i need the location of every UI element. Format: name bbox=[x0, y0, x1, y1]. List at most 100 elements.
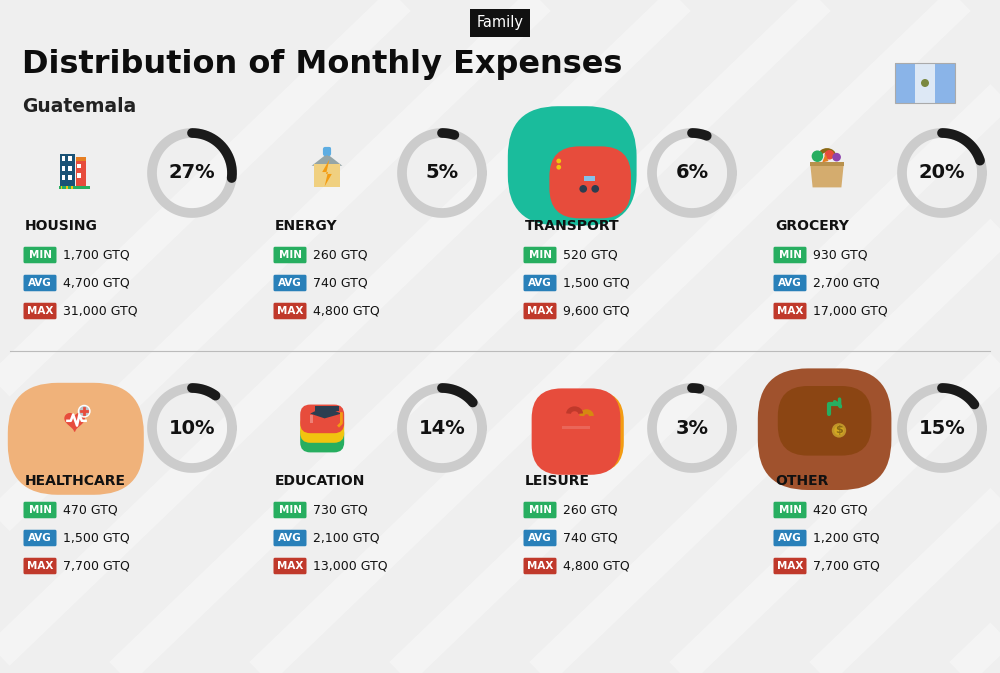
FancyBboxPatch shape bbox=[24, 502, 56, 518]
FancyBboxPatch shape bbox=[300, 414, 344, 443]
Text: 4,800 GTQ: 4,800 GTQ bbox=[563, 559, 630, 573]
FancyBboxPatch shape bbox=[778, 386, 871, 456]
Text: MIN: MIN bbox=[528, 505, 552, 515]
FancyBboxPatch shape bbox=[24, 275, 56, 291]
Circle shape bbox=[834, 425, 844, 435]
Circle shape bbox=[812, 151, 823, 162]
FancyBboxPatch shape bbox=[24, 247, 56, 263]
FancyBboxPatch shape bbox=[274, 558, 306, 574]
Text: 1,500 GTQ: 1,500 GTQ bbox=[563, 277, 630, 289]
Bar bbox=[68, 156, 72, 161]
Text: OTHER: OTHER bbox=[775, 474, 828, 488]
Polygon shape bbox=[822, 154, 828, 162]
FancyBboxPatch shape bbox=[774, 530, 806, 546]
Text: 260 GTQ: 260 GTQ bbox=[563, 503, 618, 516]
Text: 2,100 GTQ: 2,100 GTQ bbox=[313, 532, 380, 544]
FancyBboxPatch shape bbox=[24, 558, 56, 574]
FancyBboxPatch shape bbox=[774, 502, 806, 518]
Text: 17,000 GTQ: 17,000 GTQ bbox=[813, 304, 888, 318]
Text: 930 GTQ: 930 GTQ bbox=[813, 248, 868, 262]
Text: 7,700 GTQ: 7,700 GTQ bbox=[63, 559, 130, 573]
Polygon shape bbox=[310, 406, 341, 419]
Text: MIN: MIN bbox=[778, 250, 802, 260]
Text: Distribution of Monthly Expenses: Distribution of Monthly Expenses bbox=[22, 50, 622, 81]
Circle shape bbox=[577, 172, 587, 182]
Text: MAX: MAX bbox=[527, 561, 553, 571]
FancyBboxPatch shape bbox=[8, 383, 144, 495]
Text: MAX: MAX bbox=[777, 306, 803, 316]
Text: 20%: 20% bbox=[919, 164, 965, 182]
FancyBboxPatch shape bbox=[274, 247, 306, 263]
Text: 15%: 15% bbox=[919, 419, 965, 437]
Bar bbox=[310, 415, 313, 423]
FancyBboxPatch shape bbox=[524, 558, 556, 574]
Text: 470 GTQ: 470 GTQ bbox=[63, 503, 118, 516]
FancyBboxPatch shape bbox=[774, 558, 806, 574]
Text: AVG: AVG bbox=[528, 278, 552, 288]
Bar bbox=[66, 186, 68, 189]
FancyBboxPatch shape bbox=[524, 502, 556, 518]
Text: 730 GTQ: 730 GTQ bbox=[313, 503, 368, 516]
Circle shape bbox=[560, 172, 570, 182]
Circle shape bbox=[825, 150, 834, 160]
Text: Family: Family bbox=[477, 15, 524, 30]
Bar bbox=[71, 186, 73, 189]
Bar bbox=[77, 174, 81, 178]
Text: 740 GTQ: 740 GTQ bbox=[563, 532, 618, 544]
Text: MIN: MIN bbox=[528, 250, 552, 260]
FancyBboxPatch shape bbox=[300, 424, 344, 452]
Text: AVG: AVG bbox=[278, 278, 302, 288]
Text: TRANSPORT: TRANSPORT bbox=[525, 219, 620, 233]
Text: Guatemala: Guatemala bbox=[22, 96, 136, 116]
Text: GROCERY: GROCERY bbox=[775, 219, 849, 233]
Bar bbox=[310, 434, 313, 442]
Text: AVG: AVG bbox=[778, 533, 802, 543]
Text: 6%: 6% bbox=[675, 164, 709, 182]
Text: 9,600 GTQ: 9,600 GTQ bbox=[563, 304, 630, 318]
Text: 31,000 GTQ: 31,000 GTQ bbox=[63, 304, 138, 318]
FancyBboxPatch shape bbox=[524, 530, 556, 546]
Bar bbox=[62, 156, 65, 161]
Text: 260 GTQ: 260 GTQ bbox=[313, 248, 368, 262]
Bar bbox=[68, 176, 72, 180]
Text: HOUSING: HOUSING bbox=[25, 219, 98, 233]
Text: AVG: AVG bbox=[28, 533, 52, 543]
Text: 1,200 GTQ: 1,200 GTQ bbox=[813, 532, 880, 544]
Bar bbox=[77, 164, 81, 168]
Circle shape bbox=[556, 159, 561, 164]
Text: 27%: 27% bbox=[169, 164, 215, 182]
Text: MIN: MIN bbox=[28, 250, 52, 260]
Text: MIN: MIN bbox=[278, 505, 302, 515]
FancyBboxPatch shape bbox=[774, 247, 806, 263]
Text: 14%: 14% bbox=[419, 419, 465, 437]
Text: 13,000 GTQ: 13,000 GTQ bbox=[313, 559, 388, 573]
Bar bbox=[578, 160, 584, 167]
Text: MIN: MIN bbox=[278, 250, 302, 260]
Bar bbox=[76, 161, 86, 187]
Text: 520 GTQ: 520 GTQ bbox=[563, 248, 618, 262]
Text: MAX: MAX bbox=[277, 306, 303, 316]
Text: $: $ bbox=[835, 425, 843, 435]
Bar bbox=[62, 176, 65, 180]
Text: 2,700 GTQ: 2,700 GTQ bbox=[813, 277, 880, 289]
FancyBboxPatch shape bbox=[274, 275, 306, 291]
FancyBboxPatch shape bbox=[24, 530, 56, 546]
Text: 4,800 GTQ: 4,800 GTQ bbox=[313, 304, 380, 318]
Bar bbox=[60, 154, 75, 187]
Text: 740 GTQ: 740 GTQ bbox=[313, 277, 368, 289]
FancyBboxPatch shape bbox=[935, 63, 955, 103]
FancyBboxPatch shape bbox=[274, 303, 306, 319]
FancyBboxPatch shape bbox=[915, 63, 935, 103]
Circle shape bbox=[556, 165, 561, 170]
Text: MIN: MIN bbox=[28, 505, 52, 515]
Text: 4,700 GTQ: 4,700 GTQ bbox=[63, 277, 130, 289]
Bar bbox=[61, 186, 62, 189]
Text: 3%: 3% bbox=[676, 419, 708, 437]
Text: 5%: 5% bbox=[425, 164, 459, 182]
Circle shape bbox=[579, 185, 587, 192]
FancyBboxPatch shape bbox=[274, 502, 306, 518]
Text: MAX: MAX bbox=[277, 561, 303, 571]
Bar bbox=[314, 164, 340, 187]
Polygon shape bbox=[322, 160, 332, 186]
FancyBboxPatch shape bbox=[895, 63, 915, 103]
